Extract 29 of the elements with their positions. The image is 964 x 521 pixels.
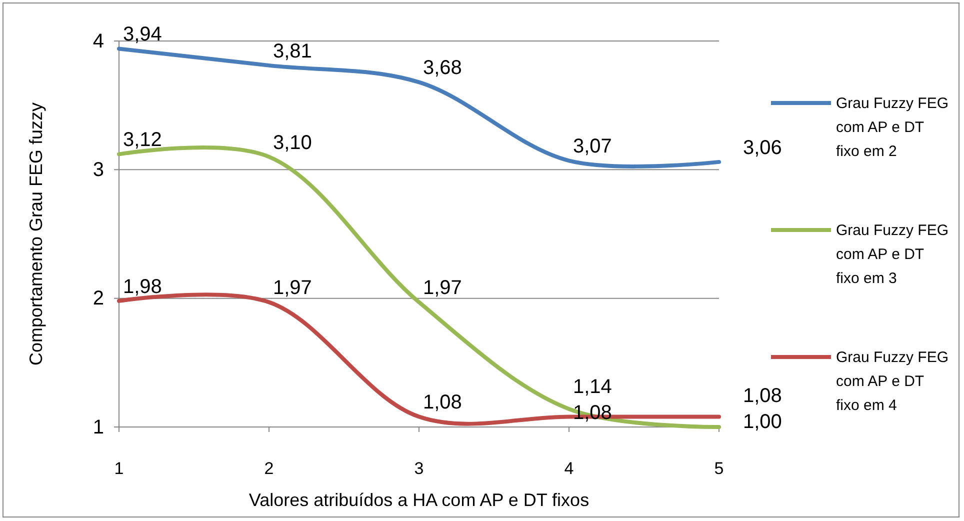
x-tick-label: 1: [114, 459, 124, 478]
data-label: 3,68: [423, 57, 462, 80]
data-label: 3,06: [743, 136, 782, 159]
data-label: 1,08: [573, 402, 612, 424]
data-label: 1,14: [573, 376, 612, 398]
y-tick-label: 1: [92, 416, 104, 438]
data-label: 1,08: [423, 392, 462, 414]
y-tick-label: 3: [92, 159, 104, 182]
y-tick-label: 2: [92, 288, 104, 310]
y-tick-label: 4: [92, 30, 104, 52]
x-axis-title: Valores atribuídos a HA com AP e DT fixos: [248, 490, 590, 510]
legend-label: Grau Fuzzy FEG com AP e DT fixo em 3: [836, 222, 949, 287]
x-tick-label: 3: [414, 459, 424, 478]
x-tick-label: 4: [564, 459, 574, 478]
data-label: 3,94: [123, 24, 162, 46]
data-label: 3,10: [273, 132, 312, 154]
data-label: 1,97: [273, 277, 312, 300]
legend-label: Grau Fuzzy FEG com AP e DT fixo em 4: [836, 349, 949, 414]
data-label: 3,07: [573, 136, 612, 158]
data-label: 3,81: [273, 40, 312, 62]
x-tick-label: 5: [714, 459, 724, 478]
x-tick-label: 2: [264, 459, 274, 478]
data-label: 1,98: [123, 276, 162, 298]
data-label: 1,97: [423, 277, 462, 300]
y-axis-title: Comportamento Grau FEG fuzzy: [26, 102, 46, 366]
data-label: 1,08: [743, 384, 782, 407]
data-label: 1,00: [743, 410, 782, 433]
data-label: 3,12: [123, 129, 162, 152]
legend-label: Grau Fuzzy FEG com AP e DT fixo em 2: [836, 95, 949, 160]
